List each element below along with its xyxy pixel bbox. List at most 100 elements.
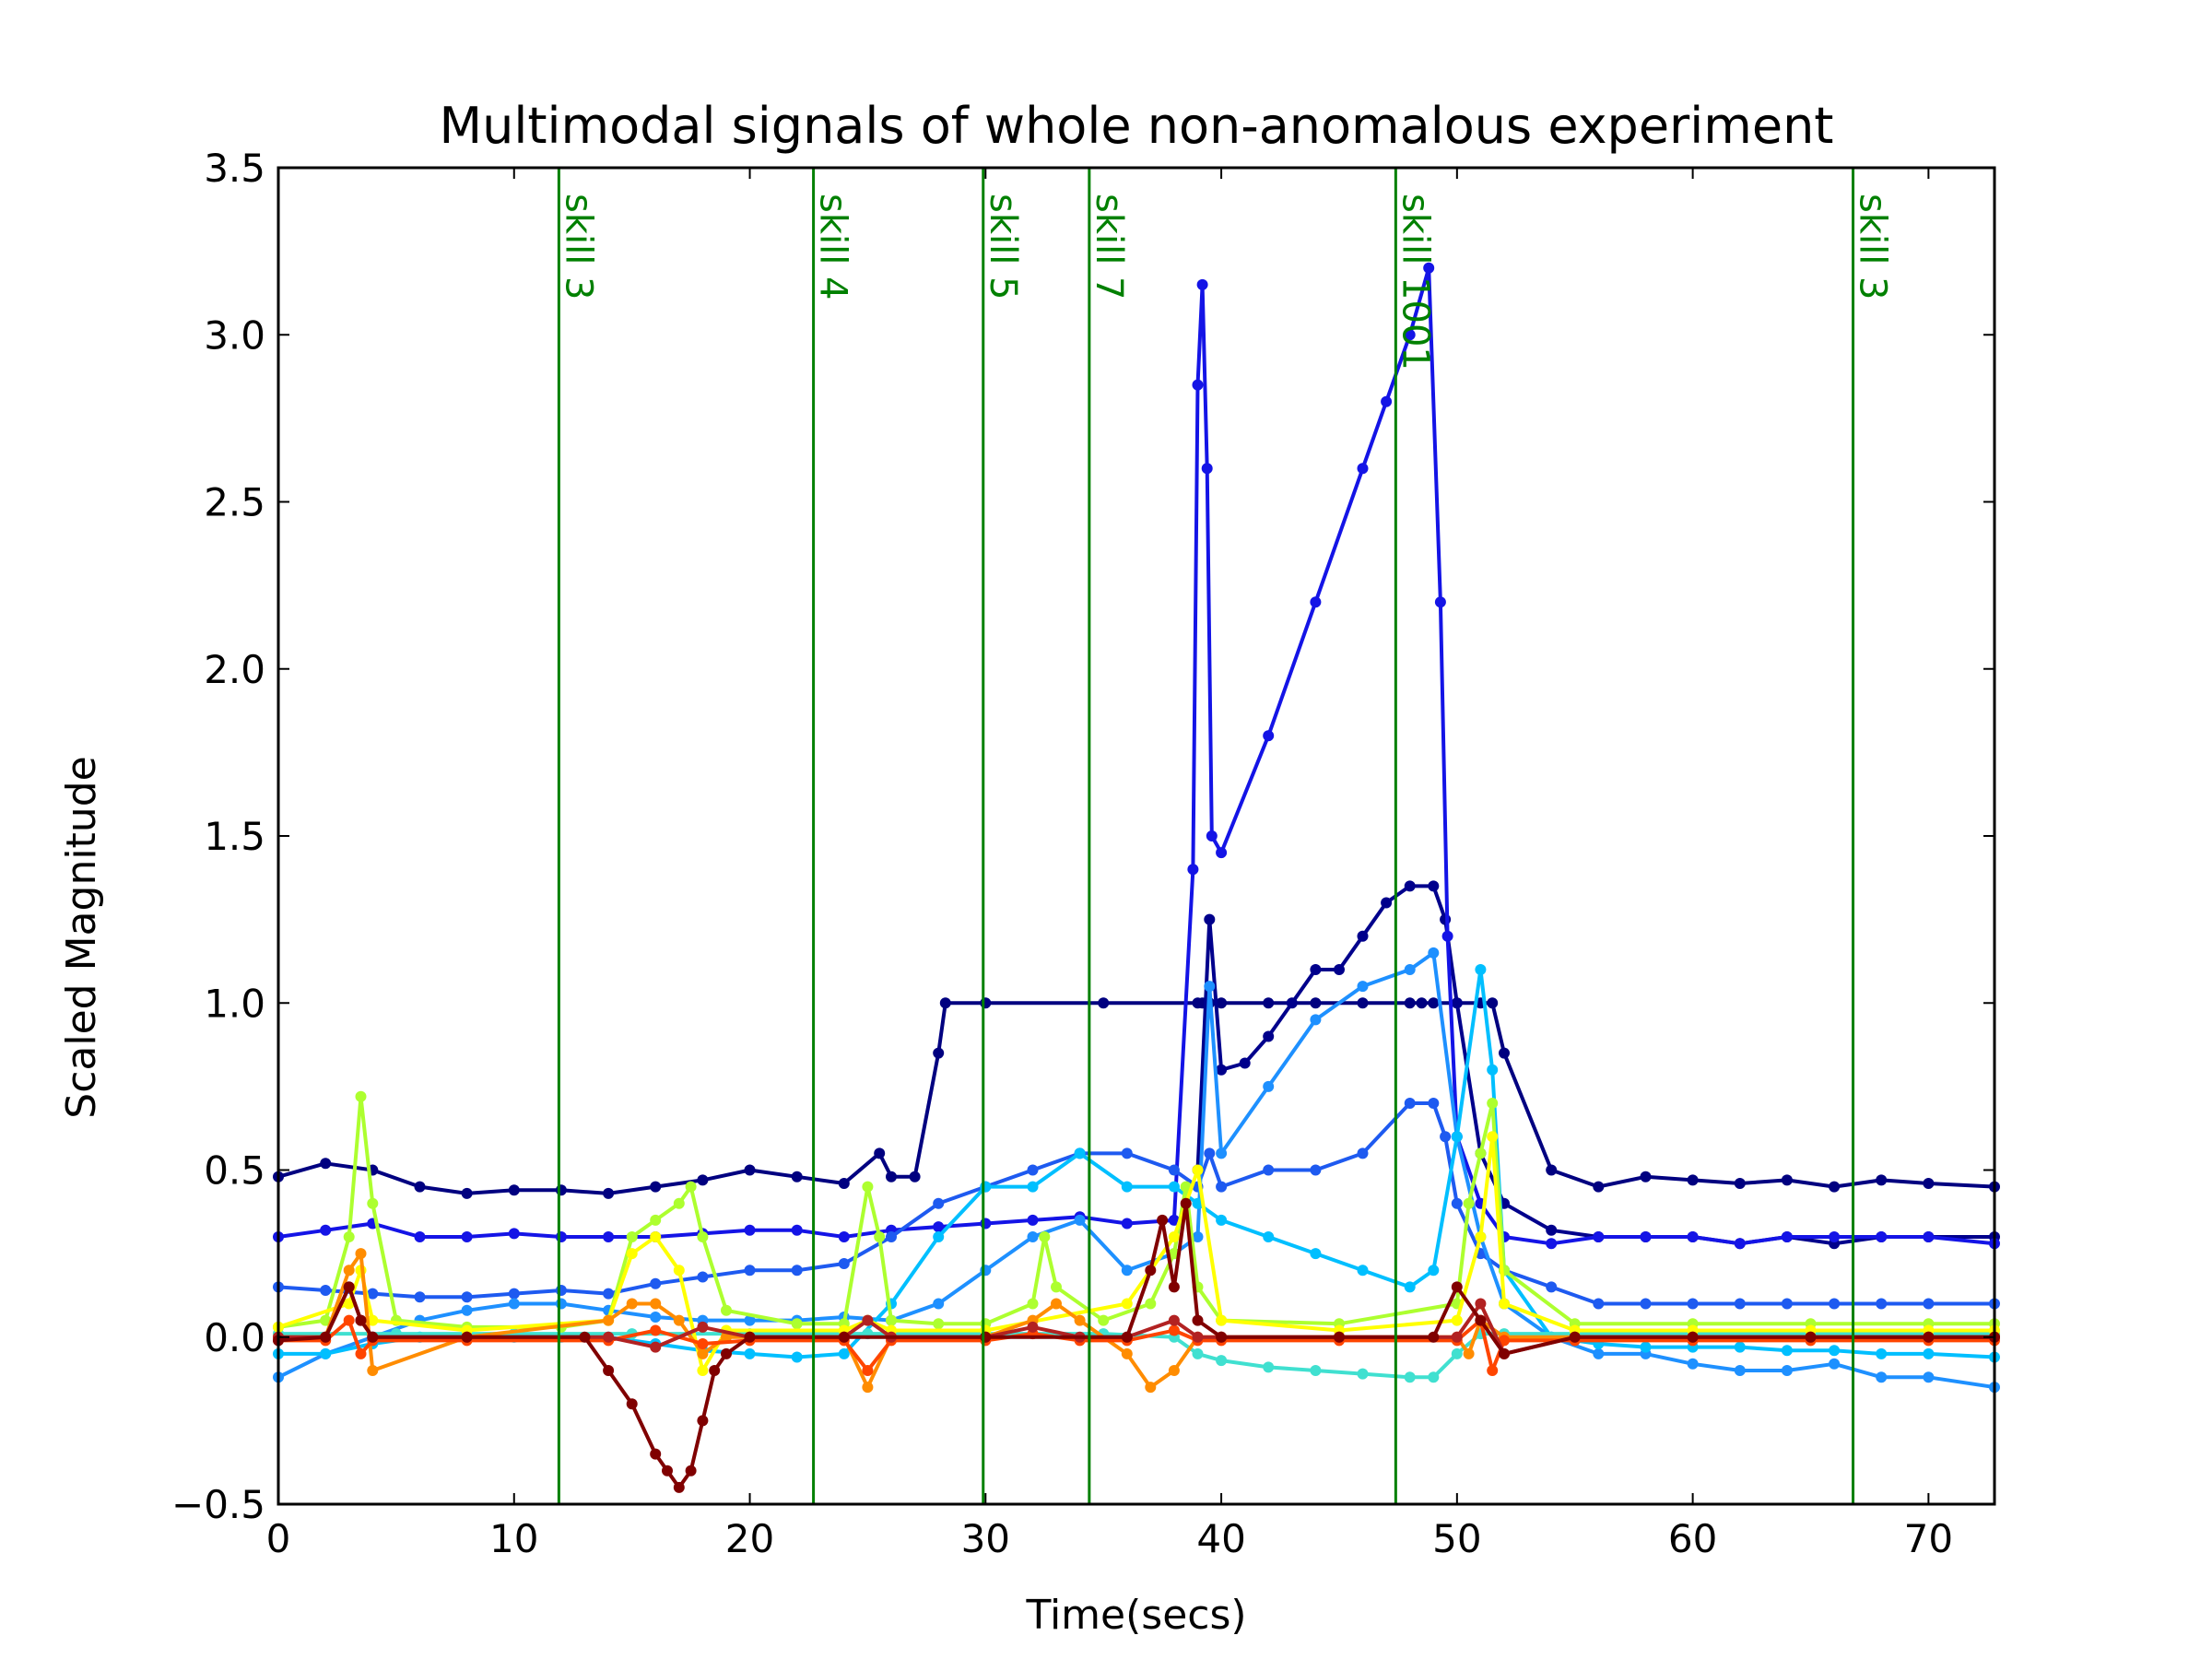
series-12-point (1569, 1331, 1581, 1343)
series-3-point (886, 1231, 897, 1242)
series-5-point (1074, 1147, 1086, 1159)
series-8-point (1499, 1298, 1510, 1310)
series-1-point (1286, 997, 1298, 1009)
series-5-point (980, 1181, 992, 1193)
series-4-point (1593, 1347, 1605, 1359)
series-0-point (650, 1181, 662, 1193)
series-1-point (1216, 1064, 1228, 1076)
series-4-point (1687, 1358, 1699, 1370)
series-5-point (1216, 1214, 1228, 1226)
series-2-point (1404, 329, 1416, 341)
series-2-point (1027, 1214, 1039, 1226)
series-2-point (1923, 1231, 1935, 1242)
x-tick-label: 30 (961, 1516, 1010, 1561)
series-1-point (1381, 897, 1393, 909)
series-4-point (1357, 981, 1369, 993)
series-7-point (697, 1231, 709, 1242)
series-3-point (1404, 1098, 1416, 1109)
series-7-point (1180, 1181, 1192, 1193)
series-4-point (508, 1298, 520, 1310)
series-12 (273, 1197, 2000, 1493)
series-9-point (697, 1347, 709, 1359)
series-0-point (1876, 1174, 1888, 1186)
series-7-point (1051, 1281, 1062, 1293)
series-5-point (1357, 1265, 1369, 1277)
series-3-point (508, 1288, 520, 1300)
series-2-point (414, 1231, 426, 1242)
series-2-point (1187, 864, 1199, 876)
series-6-point (1451, 1347, 1463, 1359)
series-12-point (662, 1465, 673, 1477)
series-12-point (626, 1398, 638, 1410)
series-0-point (603, 1187, 615, 1199)
y-tick-label: 1.5 (204, 814, 265, 859)
series-4-point (1734, 1365, 1746, 1376)
series-2-point (744, 1224, 756, 1236)
series-1-point (1404, 880, 1416, 892)
series-4-point (1829, 1358, 1841, 1370)
series-0-point (1781, 1174, 1793, 1186)
series-12-point (1428, 1331, 1440, 1343)
series-0-point (933, 1047, 945, 1059)
series-0-point (1923, 1178, 1935, 1189)
series-0-point (1499, 1047, 1510, 1059)
series-3-point (744, 1265, 756, 1277)
series-2-point (1441, 930, 1453, 942)
y-tick-label: 3.5 (204, 146, 265, 191)
series-12-point (1216, 1331, 1228, 1343)
axis-layer: 0 10 20 30 40 50 60 70 −0.5 0.0 0.5 1.0 1.5 2.0 2.5 3.0… (171, 146, 1996, 1561)
y-axis-label: Scaled Magnitude (58, 756, 105, 1118)
series-8-point (343, 1298, 355, 1310)
skill-marker-label: skill 7 (1088, 194, 1130, 300)
series-6-point (1263, 1361, 1275, 1373)
series-1-point (1357, 930, 1369, 942)
series-3-point (1923, 1298, 1935, 1310)
series-7-point (685, 1181, 697, 1193)
series-3-point (1216, 1181, 1228, 1193)
series-7 (273, 1090, 2000, 1333)
series-8-point (1168, 1231, 1180, 1242)
series-2-point (603, 1231, 615, 1242)
series-2-point (1310, 596, 1322, 608)
series-0-point (320, 1158, 332, 1170)
series-12-point (603, 1365, 615, 1376)
series-9-point (367, 1365, 379, 1376)
series-4-point (1204, 981, 1216, 993)
series-9-point (626, 1298, 638, 1310)
series-11-point (1027, 1321, 1039, 1333)
series-5-point (1451, 1131, 1463, 1143)
series-7-point (343, 1231, 355, 1242)
series-6-point (1357, 1368, 1369, 1380)
series-3-point (603, 1288, 615, 1300)
series-11-point (1168, 1314, 1180, 1326)
y-tick-label: 2.5 (204, 480, 265, 525)
series-2-point (1640, 1231, 1652, 1242)
series-0-point (791, 1171, 803, 1182)
series-3-point (1204, 1147, 1216, 1159)
series-0-point (1416, 997, 1428, 1009)
skill-marker-label: skill 3 (557, 194, 599, 300)
skill-marker-label: skill 3 (1852, 194, 1894, 300)
series-7-point (1039, 1231, 1051, 1242)
series-3-point (1263, 1164, 1275, 1176)
series-0-point (744, 1164, 756, 1176)
series-4-point (1428, 947, 1440, 959)
series-7-point (886, 1314, 897, 1326)
x-tick-label: 40 (1196, 1516, 1245, 1561)
series-6-point (1428, 1371, 1440, 1383)
series-8-point (1216, 1314, 1228, 1326)
skill-marker-label: skill 4 (812, 194, 854, 300)
series-7-point (791, 1318, 803, 1330)
series-5-point (1734, 1341, 1746, 1353)
series-2-point (320, 1224, 332, 1236)
series-4-point (1923, 1371, 1935, 1383)
series-4-point (1216, 1147, 1228, 1159)
series-5-point (933, 1231, 945, 1242)
series-3-point (1687, 1298, 1699, 1310)
series-4-point (980, 1265, 992, 1277)
series-3-point (461, 1291, 473, 1303)
series-2-point (1734, 1238, 1746, 1250)
series-0-point (1829, 1181, 1841, 1193)
series-1-point (1451, 997, 1463, 1009)
